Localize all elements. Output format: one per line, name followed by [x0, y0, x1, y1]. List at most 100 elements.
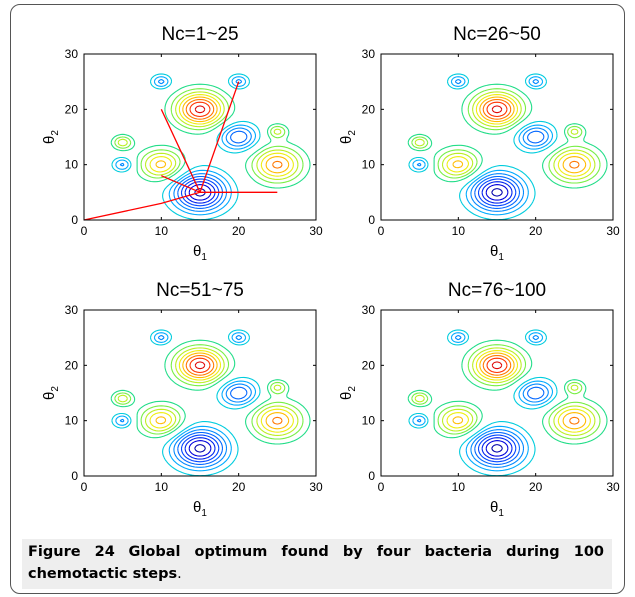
contour-neg-level-2	[115, 332, 257, 472]
contour-pos-level-5	[155, 96, 290, 174]
contour-pos-level-1	[110, 339, 311, 445]
contour-pos-level-8	[491, 105, 503, 114]
y-tick-label: 30	[362, 303, 376, 317]
contour-pos-level-4	[149, 94, 294, 177]
contour-neg-level-8	[491, 188, 503, 197]
contour-lines	[407, 329, 608, 476]
contour-pos-level-7	[189, 101, 211, 118]
contour-pos-level-2	[411, 344, 601, 440]
contour-neg-level-3	[416, 335, 549, 468]
x-tick-label: 20	[529, 224, 543, 238]
contour-neg-level-8	[194, 444, 206, 453]
contour-pos-level-7	[486, 357, 508, 374]
contour-pos-level-5	[452, 352, 587, 430]
x-tick-label: 10	[452, 224, 466, 238]
contour-pos-level-1	[407, 83, 608, 189]
y-tick-label: 10	[65, 414, 79, 428]
y-tick-label: 0	[71, 469, 78, 483]
contour-lines	[110, 329, 311, 476]
y-tick-label: 20	[362, 358, 376, 372]
contour-neg-level-6	[481, 181, 513, 204]
bacterium-path-2	[160, 109, 201, 193]
contour-neg-level-6	[481, 437, 513, 460]
x-axis-label: θ1	[490, 243, 504, 263]
contour-pos-level-4	[446, 94, 591, 177]
x-tick-label: 10	[452, 480, 466, 494]
x-tick-label: 0	[378, 224, 385, 238]
contour-neg-level-6	[184, 181, 216, 204]
x-axis-label: θ1	[193, 499, 207, 519]
x-axis-label: θ1	[490, 499, 504, 519]
contour-neg-level-1	[408, 329, 558, 476]
contour-pos-level-3	[117, 347, 299, 436]
x-tick-label: 30	[606, 480, 620, 494]
chart-title: Nc=1~25	[161, 24, 238, 45]
contour-pos-level-8	[194, 105, 206, 114]
y-tick-label: 0	[71, 213, 78, 227]
contour-pos-level-3	[414, 91, 596, 180]
contour-lines	[407, 73, 608, 220]
contour-neg-level-7	[485, 440, 509, 457]
axes-frame	[380, 309, 614, 477]
contour-neg-level-8	[491, 444, 503, 453]
contour-pos-level-4	[149, 350, 294, 433]
contour-pos-level-6	[482, 354, 580, 425]
contour-neg-level-2	[412, 332, 554, 472]
contour-plot-4: Nc=76~100 0 10 20 30 0 10 20 30 θ1 θ2	[338, 280, 620, 519]
x-tick-label: 20	[529, 480, 543, 494]
contour-pos-level-5	[452, 96, 587, 174]
contour-pos-level-7	[486, 101, 508, 118]
x-tick-label: 20	[232, 480, 246, 494]
y-tick-label: 30	[362, 47, 376, 61]
y-tick-label: 10	[362, 158, 376, 172]
contour-neg-level-5	[180, 434, 220, 463]
contour-neg-level-4	[474, 386, 545, 465]
y-axis-label: θ2	[338, 130, 358, 144]
x-tick-label: 30	[309, 480, 323, 494]
contour-neg-level-4	[177, 130, 248, 209]
y-axis-label: θ2	[41, 386, 61, 400]
y-tick-label: 0	[368, 213, 375, 227]
chart-title: Nc=76~100	[448, 280, 546, 301]
contour-pos-level-4	[446, 350, 591, 433]
contour-pos-level-1	[407, 339, 608, 445]
chart-title: Nc=51~75	[156, 280, 244, 301]
bacterium-path-1	[83, 191, 278, 221]
contour-lines	[110, 73, 311, 220]
axes-frame	[83, 309, 317, 477]
figure-caption: Figure 24 Global optimum found by four b…	[22, 539, 612, 589]
figure-panels: Nc=1~25 0 10 20 30 0 10 20 30 θ1 θ2 Nc=26~50 0 10 20 3…	[16, 14, 620, 534]
contour-neg-level-2	[115, 76, 257, 216]
y-tick-label: 0	[368, 469, 375, 483]
contour-plot-1: Nc=1~25 0 10 20 30 0 10 20 30 θ1 θ2	[41, 24, 323, 263]
contour-plot-3: Nc=51~75 0 10 20 30 0 10 20 30 θ1 θ2	[41, 280, 323, 519]
contour-pos-level-2	[411, 88, 601, 184]
x-tick-label: 10	[155, 224, 169, 238]
x-tick-label: 20	[232, 224, 246, 238]
contour-pos-level-8	[491, 361, 503, 370]
axes-frame	[83, 53, 317, 221]
bacterium-path-4	[161, 175, 201, 193]
y-tick-label: 20	[65, 102, 79, 116]
contour-pos-level-8	[194, 361, 206, 370]
y-tick-label: 20	[362, 102, 376, 116]
contour-pos-level-2	[114, 88, 304, 184]
caption-end: .	[177, 566, 182, 582]
x-tick-label: 0	[81, 480, 88, 494]
x-tick-label: 10	[155, 480, 169, 494]
x-tick-label: 0	[81, 224, 88, 238]
contour-pos-level-1	[110, 83, 311, 189]
y-tick-label: 10	[65, 158, 79, 172]
contour-neg-level-4	[474, 130, 545, 209]
y-tick-label: 10	[362, 414, 376, 428]
contour-neg-level-5	[477, 434, 517, 463]
contour-pos-level-6	[482, 98, 580, 169]
contour-pos-level-3	[414, 347, 596, 436]
contour-neg-level-4	[177, 386, 248, 465]
contour-pos-level-2	[114, 344, 304, 440]
contour-neg-level-3	[416, 79, 549, 212]
bacterium-path-3	[199, 81, 240, 193]
contour-neg-level-5	[477, 178, 517, 207]
y-axis-label: θ2	[338, 386, 358, 400]
x-tick-label: 30	[606, 224, 620, 238]
